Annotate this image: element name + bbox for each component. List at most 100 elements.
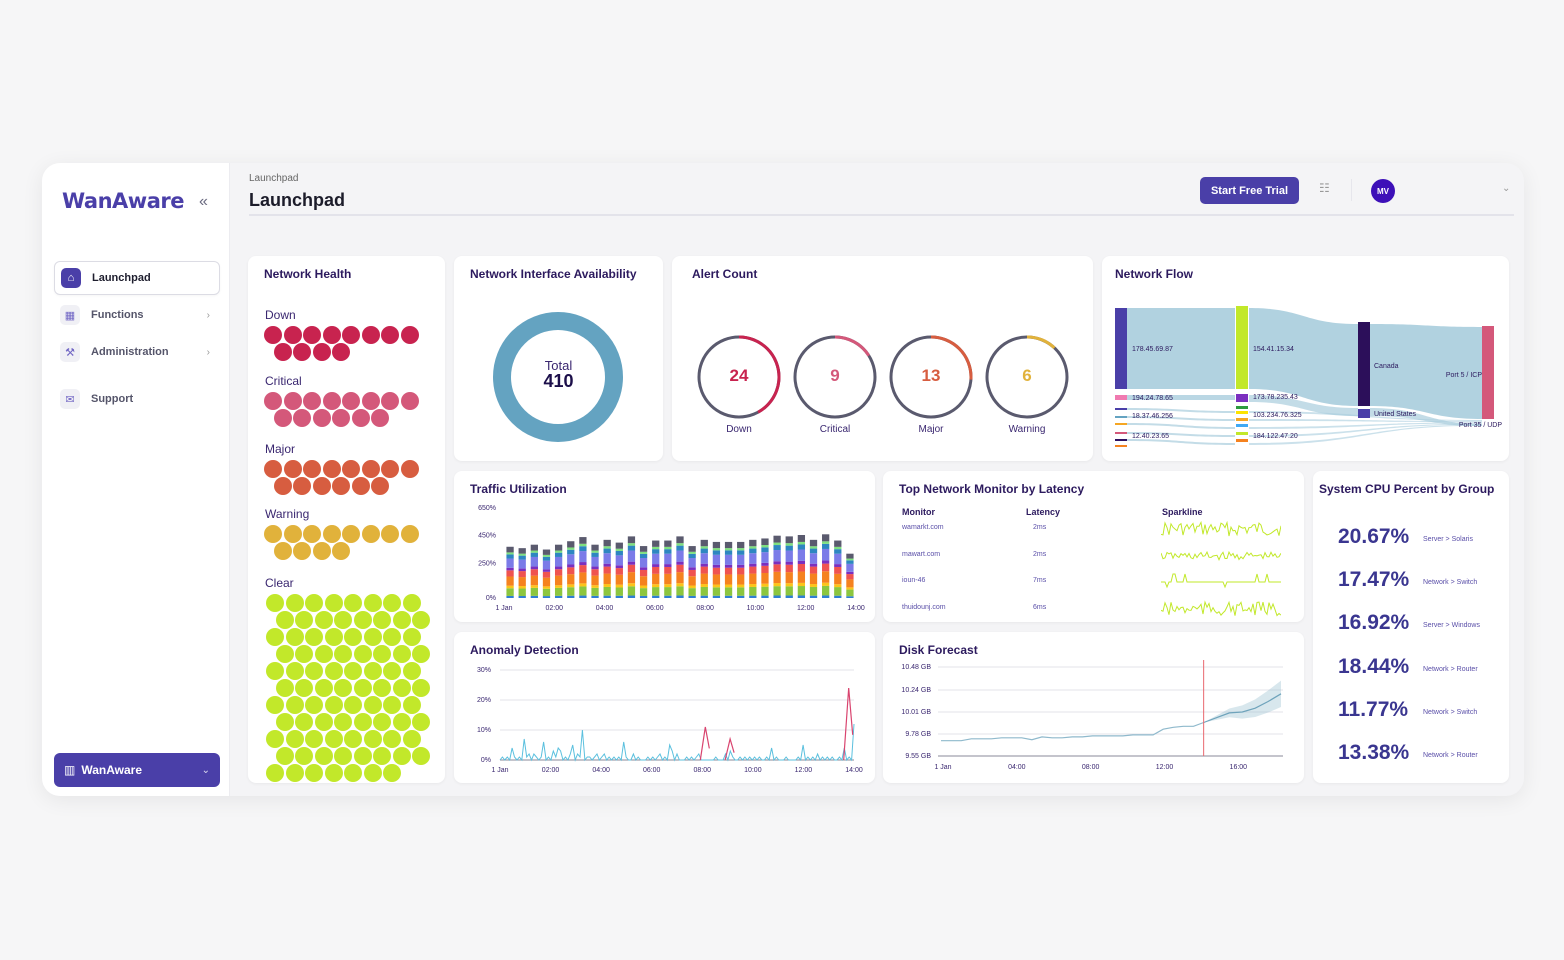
health-dot[interactable] — [392, 679, 411, 697]
health-dot[interactable] — [400, 525, 419, 543]
health-dot[interactable] — [322, 525, 341, 543]
double-chevron-left-icon[interactable]: « — [199, 193, 208, 210]
health-dot[interactable] — [344, 594, 362, 612]
health-dot[interactable] — [381, 460, 399, 478]
health-dot[interactable] — [273, 343, 292, 361]
health-dot[interactable] — [305, 696, 323, 714]
health-dot[interactable] — [373, 713, 391, 731]
health-dot[interactable] — [285, 594, 304, 612]
health-dot[interactable] — [295, 747, 313, 765]
health-dot[interactable] — [371, 409, 389, 427]
health-dot[interactable] — [314, 679, 333, 697]
health-dot[interactable] — [275, 611, 294, 629]
health-dot[interactable] — [383, 662, 401, 680]
alert-gauge-down[interactable]: 24 — [694, 332, 784, 422]
monitor-name[interactable]: ioun-46 — [902, 577, 926, 584]
health-dot[interactable] — [285, 628, 304, 646]
health-dot[interactable] — [314, 713, 333, 731]
health-dot[interactable] — [400, 392, 419, 410]
org-switcher-button[interactable]: ▥ WanAware ⌄ — [54, 753, 220, 787]
health-dot[interactable] — [332, 409, 350, 427]
health-dot[interactable] — [402, 628, 421, 646]
health-dot[interactable] — [314, 747, 333, 765]
sidebar-item-functions[interactable]: ▦ Functions › — [54, 298, 220, 332]
health-dot[interactable] — [324, 594, 343, 612]
health-dot[interactable] — [332, 542, 350, 560]
health-dot[interactable] — [275, 679, 294, 697]
health-dot[interactable] — [400, 460, 419, 478]
health-dot[interactable] — [363, 594, 382, 612]
health-dot[interactable] — [266, 594, 284, 612]
health-dot[interactable] — [314, 645, 333, 663]
start-free-trial-button[interactable]: Start Free Trial — [1200, 177, 1299, 204]
health-dot[interactable] — [312, 542, 331, 560]
health-dot[interactable] — [392, 611, 411, 629]
health-dot[interactable] — [322, 460, 341, 478]
health-dot[interactable] — [283, 460, 302, 478]
donut-ring[interactable] — [493, 312, 623, 442]
health-dot[interactable] — [266, 730, 284, 748]
health-dot[interactable] — [303, 326, 321, 344]
health-dot[interactable] — [334, 645, 352, 663]
health-dot[interactable] — [342, 392, 360, 410]
health-dot[interactable] — [275, 645, 294, 663]
health-dot[interactable] — [293, 343, 311, 361]
health-dot[interactable] — [381, 326, 399, 344]
health-dot[interactable] — [264, 326, 282, 344]
health-dot[interactable] — [303, 460, 321, 478]
health-dot[interactable] — [383, 594, 401, 612]
health-dot[interactable] — [351, 409, 370, 427]
health-dot[interactable] — [273, 477, 292, 495]
health-dot[interactable] — [373, 679, 391, 697]
health-dot[interactable] — [266, 662, 284, 680]
health-dot[interactable] — [314, 611, 333, 629]
health-dot[interactable] — [383, 730, 401, 748]
health-dot[interactable] — [266, 764, 284, 782]
health-dot[interactable] — [344, 696, 362, 714]
health-dot[interactable] — [322, 392, 341, 410]
alert-gauge-warning[interactable]: 6 — [982, 332, 1072, 422]
health-dot[interactable] — [363, 662, 382, 680]
health-dot[interactable] — [285, 730, 304, 748]
health-dot[interactable] — [324, 662, 343, 680]
health-dot[interactable] — [264, 392, 282, 410]
health-dot[interactable] — [402, 662, 421, 680]
health-dot[interactable] — [285, 764, 304, 782]
health-dot[interactable] — [361, 460, 380, 478]
health-dot[interactable] — [305, 628, 323, 646]
health-dot[interactable] — [285, 662, 304, 680]
health-dot[interactable] — [312, 409, 331, 427]
health-dot[interactable] — [363, 628, 382, 646]
health-dot[interactable] — [275, 713, 294, 731]
sidebar-item-administration[interactable]: ⚒ Administration › — [54, 335, 220, 369]
health-dot[interactable] — [383, 696, 401, 714]
health-dot[interactable] — [344, 730, 362, 748]
health-dot[interactable] — [363, 696, 382, 714]
health-dot[interactable] — [373, 645, 391, 663]
health-dot[interactable] — [383, 628, 401, 646]
health-dot[interactable] — [283, 525, 302, 543]
health-dot[interactable] — [303, 392, 321, 410]
health-dot[interactable] — [295, 679, 313, 697]
health-dot[interactable] — [334, 679, 352, 697]
health-dot[interactable] — [275, 747, 294, 765]
health-dot[interactable] — [334, 747, 352, 765]
health-dot[interactable] — [361, 525, 380, 543]
health-dot[interactable] — [264, 525, 282, 543]
health-dot[interactable] — [402, 696, 421, 714]
health-dot[interactable] — [373, 747, 391, 765]
health-dot[interactable] — [324, 628, 343, 646]
breadcrumb[interactable]: Launchpad — [249, 173, 299, 184]
sidebar-item-launchpad[interactable]: ⌂ Launchpad — [54, 261, 220, 295]
monitor-name[interactable]: mawart.com — [902, 550, 941, 558]
health-dot[interactable] — [363, 730, 382, 748]
health-dot[interactable] — [402, 730, 421, 748]
health-dot[interactable] — [293, 542, 311, 560]
health-dot[interactable] — [332, 477, 350, 495]
monitor-name[interactable]: wamarkt.com — [902, 524, 944, 531]
filter-settings-icon[interactable]: ☷ — [1319, 181, 1330, 195]
health-dot[interactable] — [353, 713, 372, 731]
health-dot[interactable] — [334, 713, 352, 731]
health-dot[interactable] — [342, 326, 360, 344]
alert-gauge-major[interactable]: 13 — [886, 332, 976, 422]
